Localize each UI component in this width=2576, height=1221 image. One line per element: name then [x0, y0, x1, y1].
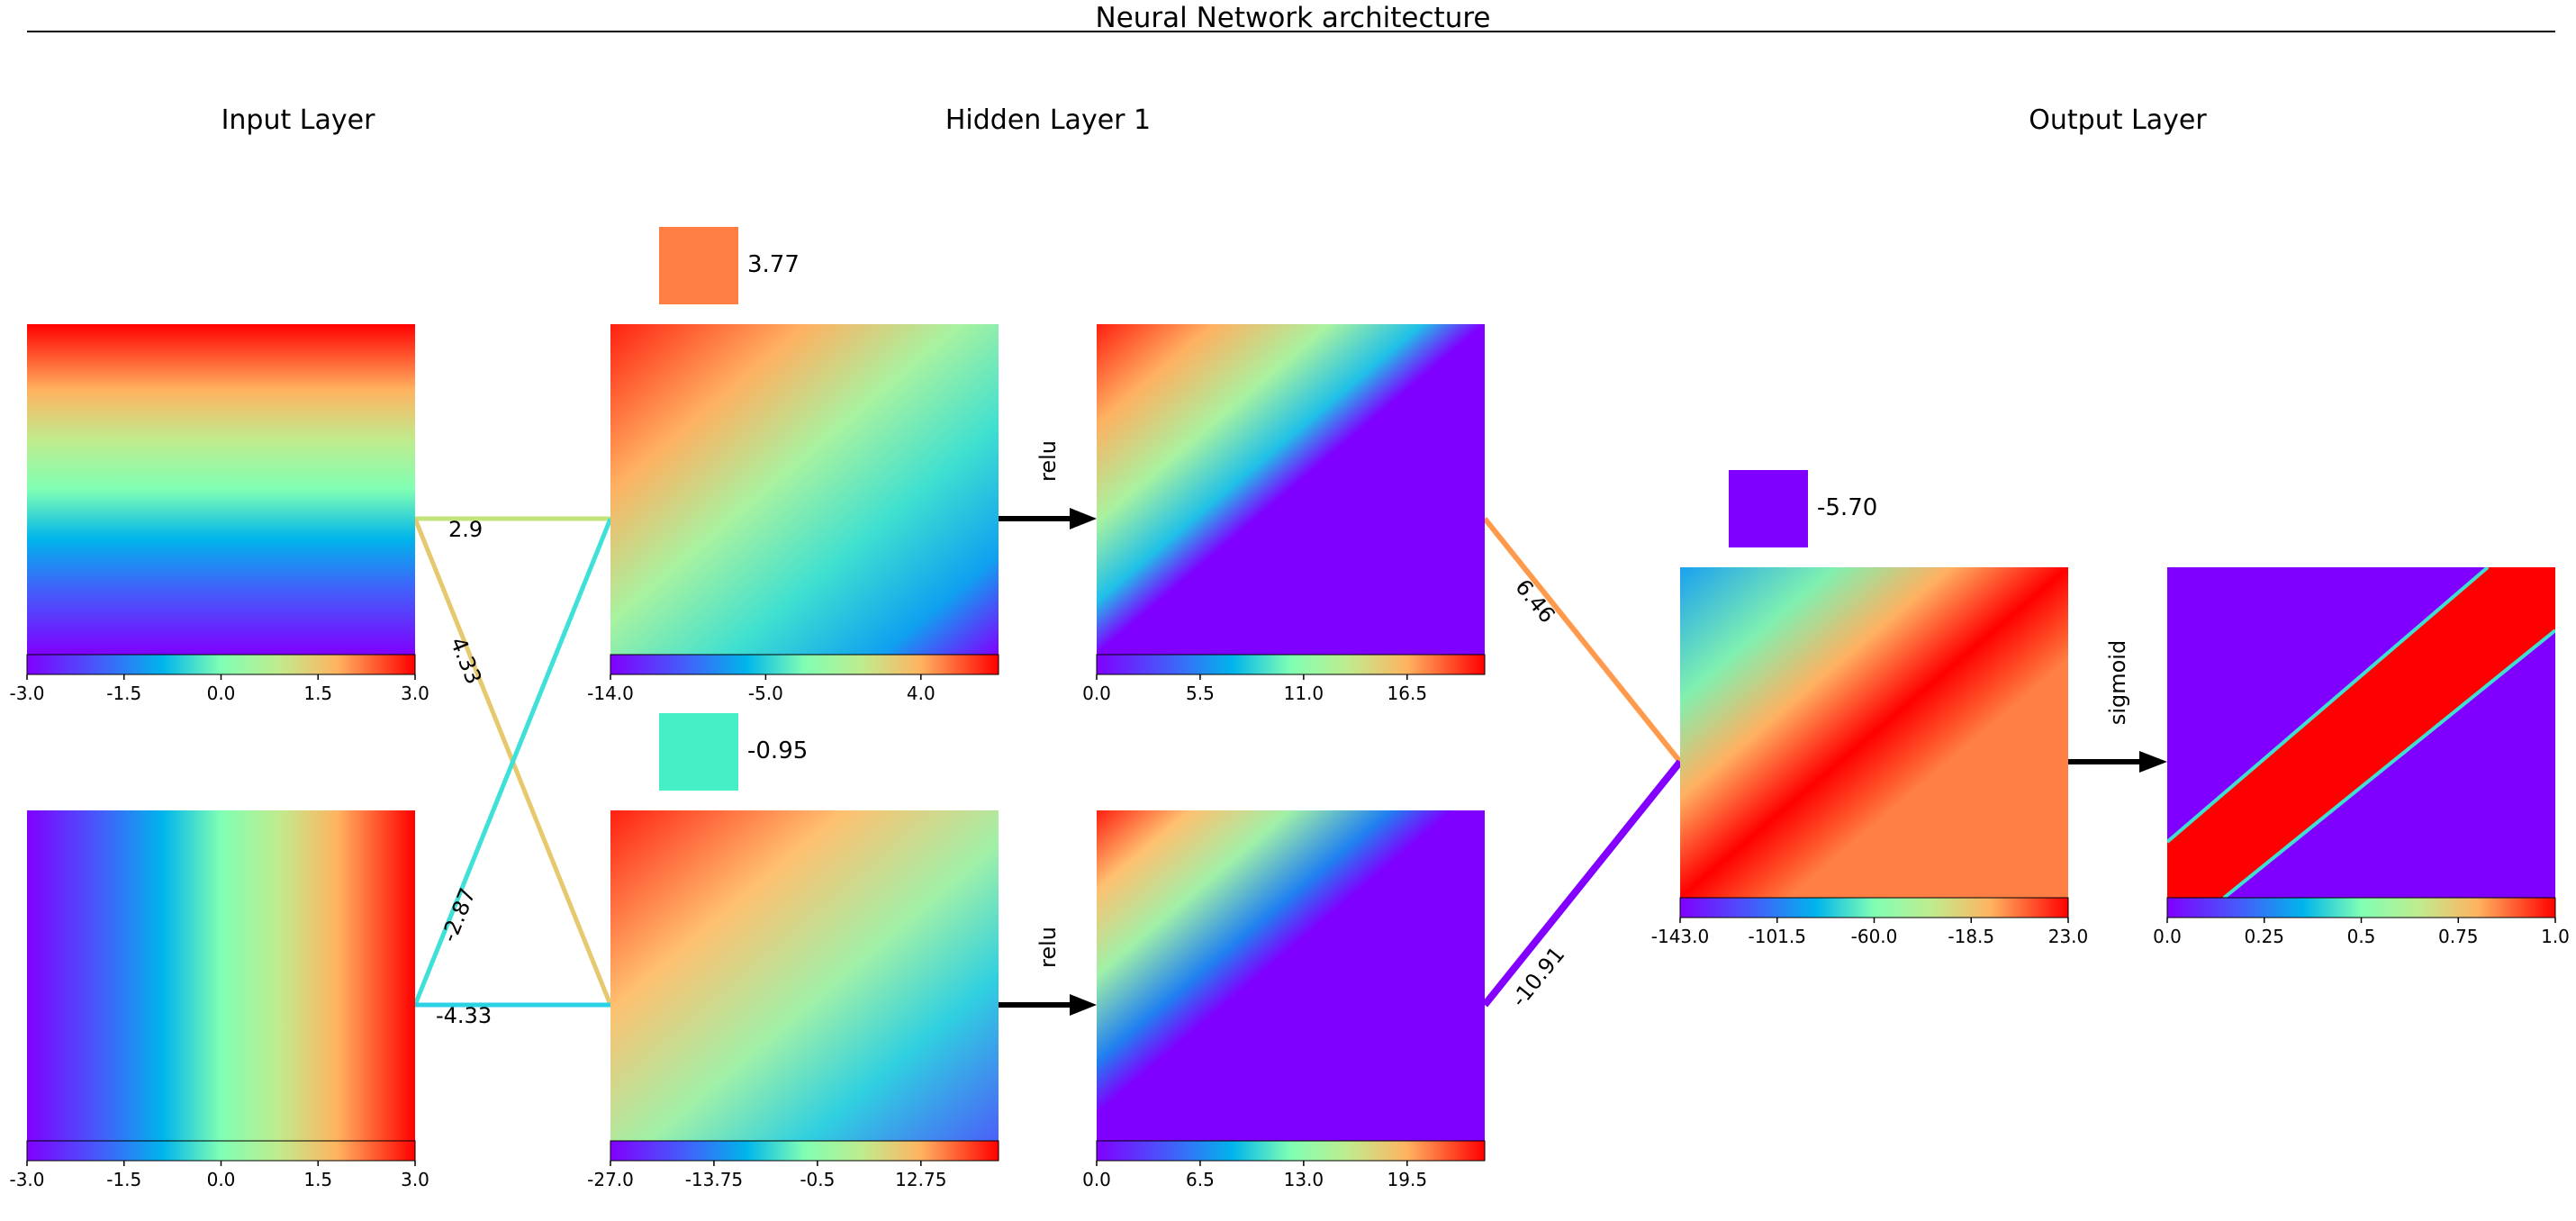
bias-value-hidden-1: 3.77	[747, 251, 800, 278]
colorbar-tick-label: -27.0	[587, 1169, 634, 1190]
relu-arrow-top	[999, 508, 1097, 529]
colorbar-h2post	[1096, 1140, 1486, 1162]
activation-label-sigmoid: sigmoid	[2105, 640, 2130, 725]
colorbar-outpost	[2166, 897, 2556, 918]
activation-label-relu-bottom: relu	[1035, 927, 1061, 968]
activation-label-relu-top: relu	[1035, 440, 1061, 482]
colorbar-tick-label: 6.5	[1186, 1169, 1215, 1190]
colorbar-tick-label: 0.0	[1082, 683, 1111, 704]
bias-value-hidden-2: -0.95	[747, 737, 808, 764]
weight-line-in2-h1	[412, 518, 613, 1006]
weight-line-h2-out	[1481, 759, 1684, 1008]
colorbar-tick-label: 0.5	[2347, 926, 2376, 947]
weight-label: 2.9	[448, 517, 483, 542]
colorbar-tick-label: 16.5	[1387, 683, 1428, 704]
colorbar-tick-label: -143.0	[1651, 926, 1709, 947]
colorbar-tick-label: 0.0	[207, 1169, 236, 1190]
colorbar-tick-label: 11.0	[1284, 683, 1324, 704]
weight-label: -2.87	[437, 884, 481, 945]
hidden-1-postactivation-heatmap	[1097, 324, 1485, 655]
colorbar-tick-label: 23.0	[2048, 926, 2089, 947]
colorbar-tick-label: 5.5	[1186, 683, 1215, 704]
output-preactivation-heatmap	[1680, 567, 2068, 898]
colorbar-tick-label: -14.0	[587, 683, 634, 704]
connections	[412, 516, 1684, 1008]
diagram-title: Neural Network architecture	[1096, 2, 1491, 34]
colorbar-tick-label: 0.0	[2153, 926, 2182, 947]
colorbar-in1	[26, 654, 416, 675]
colorbar-tick-label: 4.0	[907, 683, 935, 704]
hidden-2-postactivation-heatmap	[1097, 810, 1485, 1141]
colorbar-h2pre	[610, 1140, 999, 1162]
input-2-heatmap	[27, 810, 415, 1141]
colorbar-tick-label: -5.0	[748, 683, 783, 704]
colorbar-tick-label: -1.5	[106, 683, 141, 704]
output-layer-title: Output Layer	[2029, 104, 2207, 136]
colorbar-tick-label: 1.5	[303, 1169, 332, 1190]
weight-label: -10.91	[1506, 942, 1569, 1012]
hidden-layer-1-title: Hidden Layer 1	[945, 104, 1151, 136]
colorbar-tick-label: 1.0	[2541, 926, 2570, 947]
weight-label: 4.33	[445, 634, 486, 688]
hidden-2-preactivation-heatmap	[610, 810, 999, 1141]
bias-square-hidden-1	[659, 227, 738, 304]
weight-label: -4.33	[436, 1003, 492, 1028]
colorbar-tick-label: -60.0	[1851, 926, 1898, 947]
bias-square-output	[1729, 470, 1808, 547]
colorbar-tick-label: 0.75	[2438, 926, 2479, 947]
colorbar-tick-label: 3.0	[401, 683, 429, 704]
colorbar-tick-label: 13.0	[1284, 1169, 1324, 1190]
colorbar-in2	[26, 1140, 416, 1162]
input-layer-title: Input Layer	[221, 104, 376, 136]
hidden-1-preactivation-heatmap	[610, 324, 999, 655]
colorbar-tick-label: -13.75	[685, 1169, 743, 1190]
colorbar-tick-label: 0.0	[1082, 1169, 1111, 1190]
sigmoid-arrow	[2068, 751, 2167, 773]
colorbar-tick-label: 19.5	[1387, 1169, 1428, 1190]
colorbar-tick-label: -101.5	[1749, 926, 1806, 947]
output-sigmoid-heatmap	[2167, 567, 2555, 898]
colorbar-tick-label: -3.0	[9, 1169, 44, 1190]
weight-line-h1-out	[1482, 517, 1683, 764]
colorbar-tick-label: 0.25	[2244, 926, 2284, 947]
colorbar-outpre	[1679, 897, 2069, 918]
colorbar-tick-label: 0.0	[207, 683, 236, 704]
bias-value-output: -5.70	[1817, 494, 1877, 521]
relu-arrow-bottom	[999, 994, 1097, 1016]
colorbar-tick-label: 3.0	[401, 1169, 429, 1190]
colorbar-tick-label: -3.0	[9, 683, 44, 704]
colorbar-tick-label: 12.75	[895, 1169, 946, 1190]
colorbar-tick-label: -18.5	[1948, 926, 1994, 947]
input-1-heatmap	[27, 324, 415, 655]
colorbar-tick-label: 1.5	[303, 683, 332, 704]
bias-square-hidden-2	[659, 713, 738, 791]
colorbar-h1post	[1096, 654, 1486, 675]
colorbar-h1pre	[610, 654, 999, 675]
colorbar-tick-label: -0.5	[800, 1169, 835, 1190]
colorbars: -3.0 -1.5 0.0 1.5 3.0 -3.0 -1.5 0.0 1.5 3.0 -14.0 -…	[9, 654, 2570, 1190]
colorbar-tick-label: -1.5	[106, 1169, 141, 1190]
